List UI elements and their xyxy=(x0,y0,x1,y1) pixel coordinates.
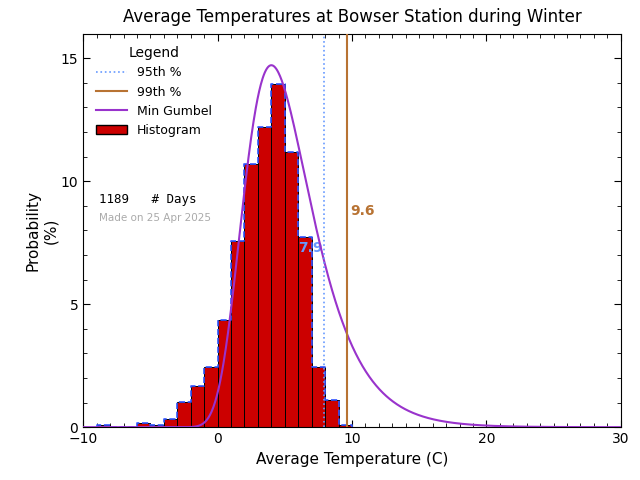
Bar xyxy=(258,127,271,427)
Text: 7.9: 7.9 xyxy=(298,240,323,254)
Bar xyxy=(312,367,325,427)
Bar xyxy=(285,152,298,427)
Title: Average Temperatures at Bowser Station during Winter: Average Temperatures at Bowser Station d… xyxy=(123,9,581,26)
Bar xyxy=(164,419,177,427)
Min Gumbel xyxy=(110,424,118,430)
Bar xyxy=(298,237,312,427)
Bar xyxy=(137,423,150,427)
Min Gumbel xyxy=(268,62,275,68)
Bar xyxy=(150,425,164,427)
Min Gumbel xyxy=(282,88,289,94)
Min Gumbel xyxy=(493,423,501,429)
Bar xyxy=(271,84,285,427)
Text: 1189   # Days: 1189 # Days xyxy=(99,193,197,206)
Bar xyxy=(244,165,258,427)
Min Gumbel xyxy=(52,424,60,430)
Line: Min Gumbel: Min Gumbel xyxy=(56,65,621,427)
Bar xyxy=(177,402,191,427)
Text: 9.6: 9.6 xyxy=(350,204,374,218)
Y-axis label: Probability
(%): Probability (%) xyxy=(26,190,58,271)
Text: Made on 25 Apr 2025: Made on 25 Apr 2025 xyxy=(99,213,211,223)
Bar xyxy=(97,425,110,427)
Bar xyxy=(231,241,244,427)
Legend: 95th %, 99th %, Min Gumbel, Histogram: 95th %, 99th %, Min Gumbel, Histogram xyxy=(90,40,218,144)
Min Gumbel xyxy=(301,176,309,182)
Min Gumbel xyxy=(504,423,511,429)
Bar xyxy=(325,400,339,427)
Bar xyxy=(204,367,218,427)
Bar xyxy=(191,386,204,427)
Min Gumbel xyxy=(441,419,449,424)
Min Gumbel xyxy=(617,424,625,430)
Bar xyxy=(339,425,352,427)
Bar xyxy=(218,320,231,427)
X-axis label: Average Temperature (C): Average Temperature (C) xyxy=(256,452,448,467)
